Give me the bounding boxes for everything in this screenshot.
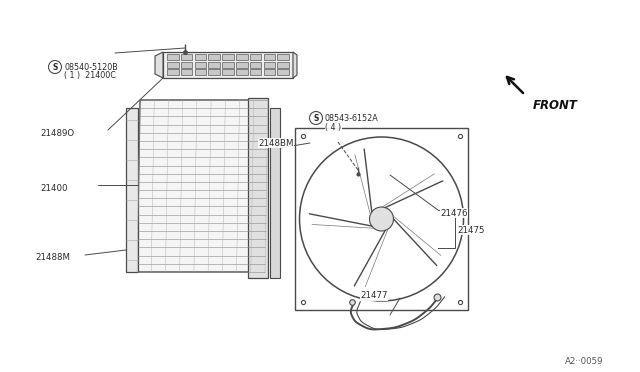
Polygon shape [236, 61, 248, 68]
Polygon shape [209, 54, 220, 60]
Text: 21475: 21475 [457, 225, 484, 234]
Polygon shape [222, 61, 234, 68]
Polygon shape [209, 69, 220, 75]
Polygon shape [250, 69, 261, 75]
Polygon shape [293, 52, 297, 78]
Polygon shape [163, 52, 293, 78]
Polygon shape [167, 61, 179, 68]
Polygon shape [264, 61, 275, 68]
Polygon shape [195, 69, 206, 75]
Text: ( 1 )  21400C: ( 1 ) 21400C [64, 71, 116, 80]
Polygon shape [250, 61, 261, 68]
Text: 08543-6152A: 08543-6152A [325, 113, 379, 122]
Polygon shape [137, 100, 268, 272]
Text: S: S [314, 113, 319, 122]
Polygon shape [277, 61, 289, 68]
Text: 21477: 21477 [360, 292, 387, 301]
Text: S: S [52, 62, 58, 71]
Polygon shape [248, 98, 268, 278]
Polygon shape [181, 61, 192, 68]
Polygon shape [270, 108, 280, 278]
Polygon shape [250, 54, 261, 60]
Text: 21400: 21400 [40, 183, 67, 192]
Polygon shape [167, 69, 179, 75]
Text: 21476: 21476 [440, 208, 467, 218]
Polygon shape [236, 69, 248, 75]
Text: 21488M: 21488M [35, 253, 70, 263]
Polygon shape [126, 108, 138, 272]
Polygon shape [264, 54, 275, 60]
Text: 2148BM: 2148BM [258, 138, 294, 148]
Polygon shape [181, 54, 192, 60]
Polygon shape [155, 52, 163, 78]
Polygon shape [209, 61, 220, 68]
Polygon shape [167, 54, 179, 60]
Polygon shape [277, 54, 289, 60]
Polygon shape [277, 69, 289, 75]
Circle shape [369, 207, 394, 231]
Text: 08540-5120B: 08540-5120B [64, 62, 118, 71]
Text: A2··0059: A2··0059 [565, 357, 604, 366]
Polygon shape [181, 69, 192, 75]
Text: FRONT: FRONT [533, 99, 578, 112]
Polygon shape [195, 61, 206, 68]
Text: ( 4 ): ( 4 ) [325, 122, 341, 131]
Polygon shape [222, 54, 234, 60]
Polygon shape [264, 69, 275, 75]
Polygon shape [222, 69, 234, 75]
Text: 21489O: 21489O [40, 128, 74, 138]
Polygon shape [195, 54, 206, 60]
Polygon shape [236, 54, 248, 60]
